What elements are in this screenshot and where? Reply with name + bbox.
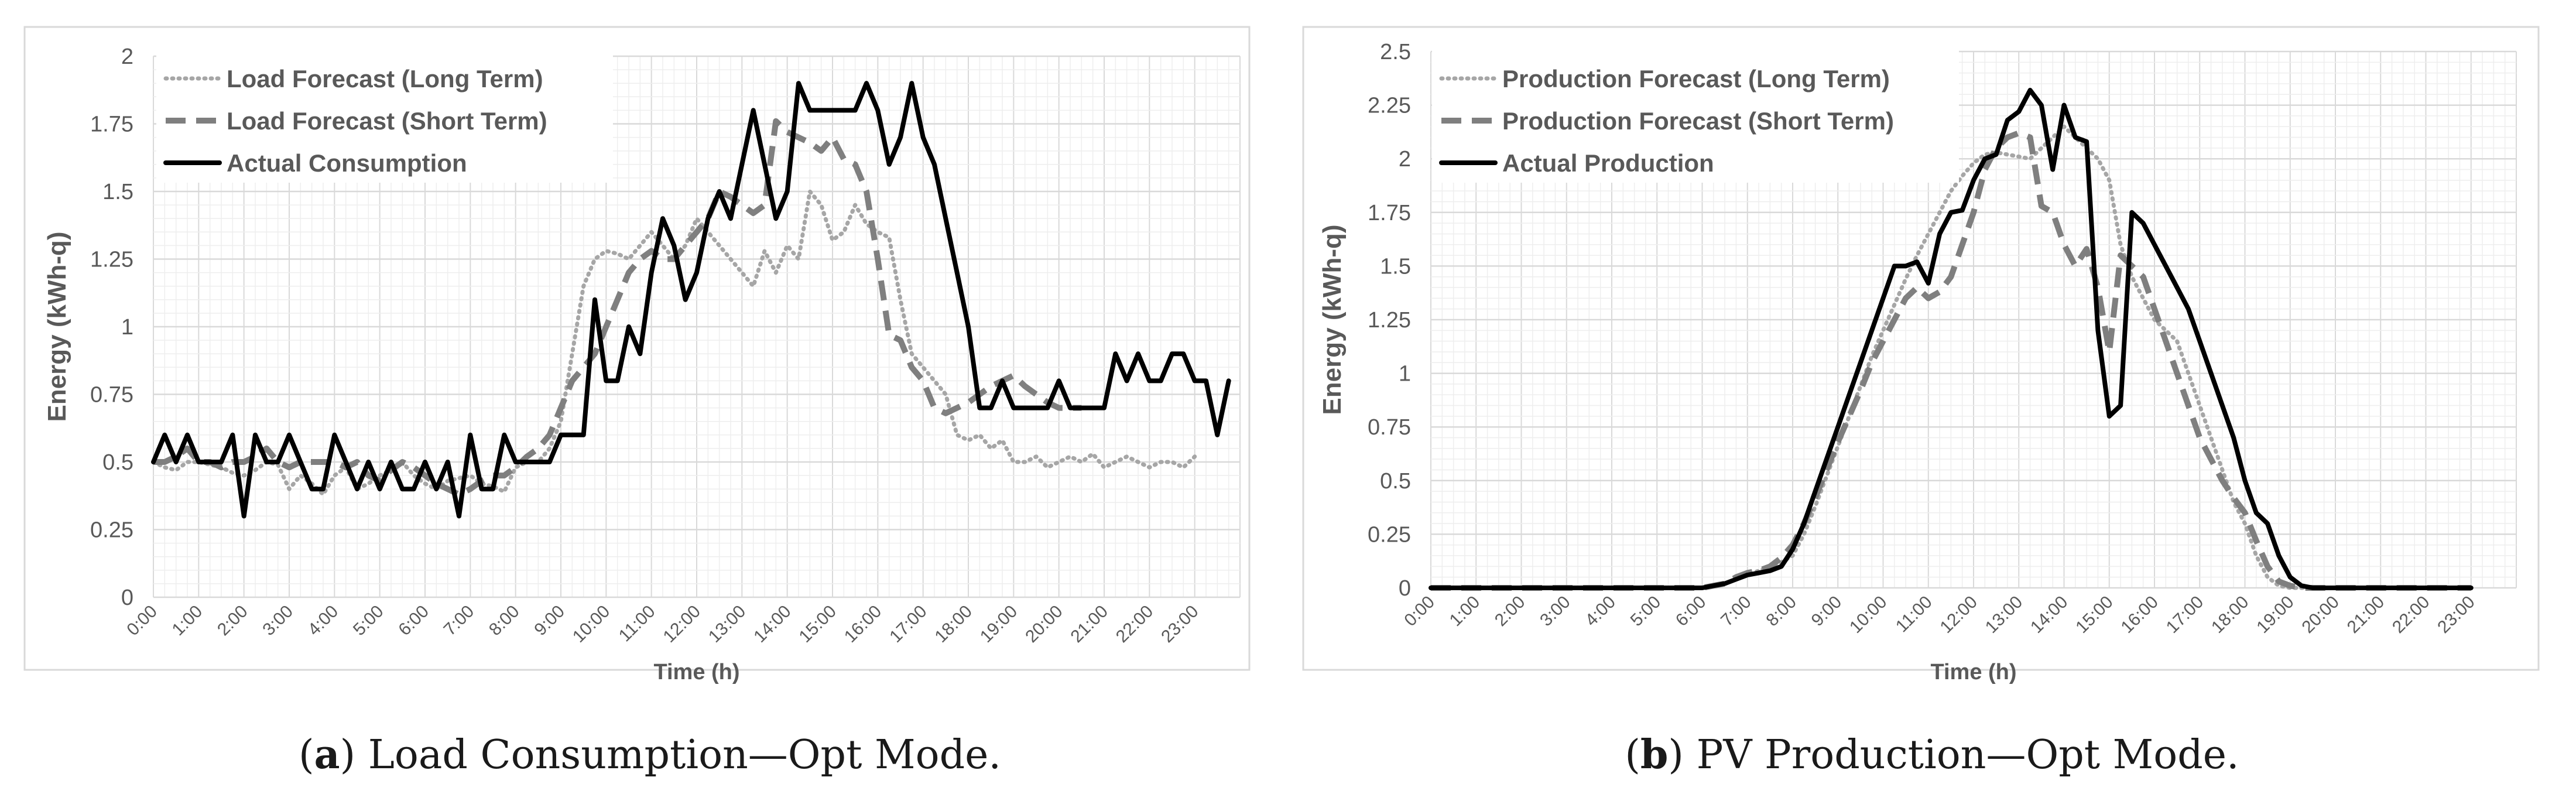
legend-entry: Production Forecast (Long Term) [1502,65,1890,93]
y-tick-label: 0.75 [90,383,133,408]
y-tick-label: 2 [1399,147,1411,172]
y-tick-label: 2.5 [1380,40,1411,64]
y-axis-title: Energy (kWh-q) [43,231,71,422]
x-axis-title: Time (h) [1930,660,2016,684]
caption-text: ) Load Consumption—Opt Mode. [340,732,1001,778]
series-line [151,81,1231,519]
caption-letter: a [314,731,340,778]
y-tick-label: 1.75 [1368,201,1411,225]
y-tick-label: 1 [1399,362,1411,386]
legend: Production Forecast (Long Term) Productio… [1432,50,1959,183]
y-axis-title: Energy (kWh-q) [1318,224,1347,415]
legend-entry: Production Forecast (Short Term) [1502,107,1894,135]
y-tick-label: 1.75 [90,112,133,137]
y-tick-label: 2.25 [1368,94,1411,118]
gridlines [1430,50,2517,589]
series-line [1429,88,2474,590]
legend-background [156,50,613,183]
y-tick-label: 1.25 [1368,308,1411,333]
y-tick-label: 1.5 [102,180,133,204]
legend-entry: Actual Production [1502,149,1714,177]
legend-background [1432,50,1959,183]
series-line [153,118,1082,498]
figure-caption: (b) PV Production—Opt Mode. [1625,731,2239,778]
caption-text: ) PV Production—Opt Mode. [1668,732,2239,778]
caption-letter: b [1640,731,1669,778]
y-tick-label: 2 [121,44,133,69]
x-axis-title: Time (h) [653,660,739,684]
y-tick-label: 1 [121,315,133,340]
y-tick-label: 1.25 [90,248,133,272]
series-line [1431,130,2471,591]
y-tick-label: 0.75 [1368,415,1411,440]
y-tick-label: 0.25 [1368,522,1411,547]
legend: Load Forecast (Long Term) Load Forecast (… [156,50,613,183]
y-tick-label: 0.5 [102,450,133,475]
legend-entry: Load Forecast (Short Term) [227,107,547,135]
caption-open: ( [299,732,314,778]
y-tick-label: 0.5 [1380,469,1411,494]
y-tick-label: 0.25 [90,518,133,543]
caption-open: ( [1625,732,1640,778]
y-tick-label: 0 [1399,576,1411,601]
y-tick-label: 0 [121,586,133,610]
legend-entry: Actual Consumption [227,149,467,177]
legend-entry: Load Forecast (Long Term) [227,65,543,93]
figure-caption: (a) Load Consumption—Opt Mode. [299,731,1001,778]
y-tick-label: 1.5 [1380,254,1411,279]
